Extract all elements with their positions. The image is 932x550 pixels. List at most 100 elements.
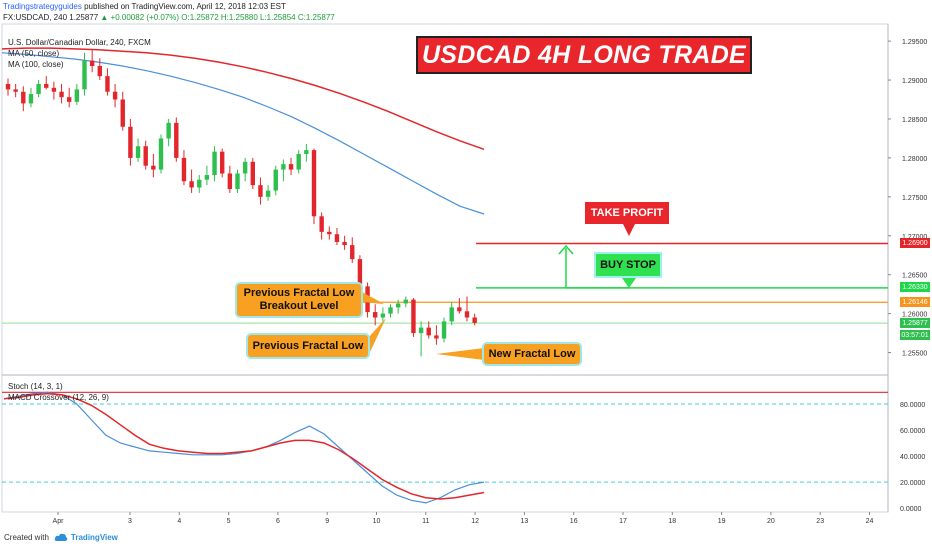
oscillator-tick-label: 60.0000 [900,428,925,435]
candle-body [144,146,148,165]
candle-body [427,328,431,336]
time-tick-label: 16 [570,518,578,525]
candle-body [166,123,170,139]
candle-body [388,307,392,313]
candle-body [82,61,86,90]
breakout-price-tag: 1.26146 [900,297,930,307]
candle-body [136,146,140,158]
new-fractal-low-callout: New Fractal Low [482,342,582,366]
candle-body [52,88,56,92]
candle-body [189,181,193,187]
candle-body [350,245,354,259]
candle-body [465,311,469,317]
candle-body [304,150,308,154]
time-tick-label: 5 [227,518,231,525]
candle-body [335,234,339,242]
candle-body [159,138,163,169]
created-with-text: Created with [4,533,49,542]
breakout-callout: Previous Fractal Low Breakout Level [235,282,363,318]
plot-frame [2,24,888,512]
candle-body [457,307,461,311]
candle-body [67,97,71,102]
ma50-line [2,53,484,214]
take-profit-pointer [623,224,635,236]
time-tick-label: 4 [177,518,181,525]
oscillator-tick-label: 80.0000 [900,402,925,409]
candle-body [212,152,216,175]
countdown-tag: 03:57:01 [900,330,930,340]
candle-body [396,303,400,307]
candle-body [442,321,446,338]
oscillator-tick-label: 20.0000 [900,480,925,487]
candle-body [297,154,301,170]
candle-body [404,300,408,304]
previous-fractal-low-callout: Previous Fractal Low [246,333,370,359]
candle-body [266,191,270,197]
candle-body [151,166,155,170]
stoch-legend: Stoch (14, 3, 1) [8,382,63,391]
price-tick-label: 1.28500 [902,117,927,124]
candle-body [105,76,109,92]
time-tick-label: 3 [128,518,132,525]
candle-body [258,185,262,197]
candle-body [274,170,278,191]
candle-body [228,173,232,189]
trade-title: USDCAD 4H LONG TRADE [416,36,752,74]
candle-body [281,164,285,169]
time-tick-label: 19 [718,518,726,525]
candle-body [121,100,125,127]
price-tick-label: 1.29500 [902,39,927,46]
tradingview-logo[interactable]: TradingView [54,533,118,542]
candle-body [128,127,132,158]
price-tick-label: 1.29000 [902,78,927,85]
time-tick-label: 13 [521,518,529,525]
candle-body [75,89,79,101]
time-tick-label: 10 [373,518,381,525]
candle-body [13,89,17,91]
oscillator-tick-label: 40.0000 [900,454,925,461]
time-tick-label: 9 [325,518,329,525]
candle-body [205,175,209,180]
breakout-pointer [362,292,384,304]
instrument-label: U.S. Dollar/Canadian Dollar, 240, FXCM [8,38,151,47]
price-tick-label: 1.26500 [902,273,927,280]
time-tick-label: 17 [619,518,627,525]
candle-body [419,328,423,333]
candle-body [472,318,476,323]
time-tick-label: 6 [276,518,280,525]
candle-body [381,314,385,318]
candle-body [36,84,40,94]
current-price-tag: 1.25877 [900,318,930,328]
candle-body [6,84,10,89]
time-tick-label: 12 [471,518,479,525]
candle-body [312,150,316,216]
candle-body [197,180,201,188]
candle-body [29,94,33,103]
candle-body [327,232,331,234]
candle-body [174,123,178,158]
buy-stop-pointer [622,278,636,288]
take-profit-price-tag: 1.26900 [900,238,930,248]
candle-body [113,92,117,100]
candle-body [342,242,346,245]
ma50-legend: MA (50, close) [8,49,59,58]
candle-body [90,61,94,66]
stoch-line [4,392,484,503]
candle-body [319,216,323,232]
candle-body [373,312,377,317]
candle-body [21,92,25,104]
time-tick-label: 11 [422,518,429,525]
candle-body [235,173,239,189]
price-tick-label: 1.27500 [902,195,927,202]
candle-body [44,84,48,88]
time-tick-label: 23 [816,518,824,525]
new-low-pointer [436,348,484,360]
macd-line [4,394,484,499]
buy-stop-box: BUY STOP [594,252,662,278]
price-tick-label: 1.28000 [902,156,927,163]
oscillator-tick-label: 0.0000 [900,506,922,513]
time-tick-label: 20 [767,518,775,525]
time-tick-label: Apr [53,518,65,525]
footer: Created with TradingView [4,533,118,542]
